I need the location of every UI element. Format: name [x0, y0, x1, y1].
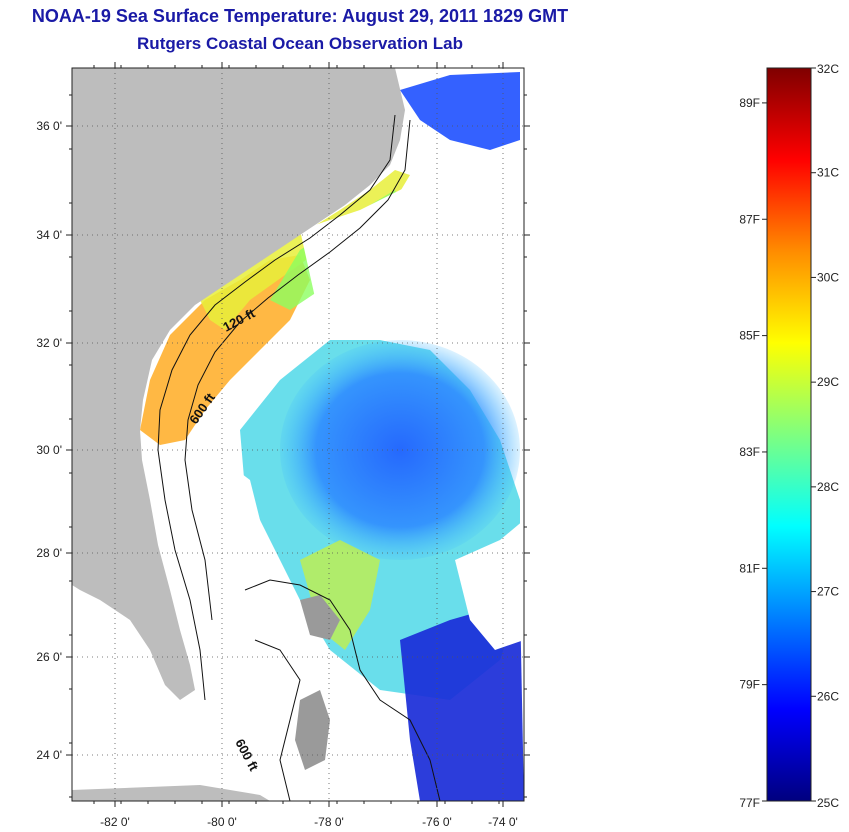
colorbar-fahrenheit-label: 79F [739, 678, 760, 692]
longitude-tick-label: -80 0' [207, 815, 237, 829]
longitude-labels: -82 0' -80 0' -78 0' -76 0' -74 0' [100, 815, 518, 829]
cloud-patch-north [300, 150, 520, 330]
contour-120ft [157, 114, 396, 701]
colorbar-gradient [766, 67, 812, 802]
coastal-warm-band [140, 255, 310, 445]
latitude-tick-label: 30 0' [36, 443, 62, 457]
land-southeast-us [72, 68, 405, 700]
temperature-colorbar: 32C 31C 30C 29C 28C 27C 26C 25C 89F 87F 85F 83F 81F… [739, 62, 839, 810]
colorbar-fahrenheit-label: 85F [739, 329, 760, 343]
colorbar-fahrenheit-label: 87F [739, 212, 760, 226]
latitude-tick-label: 26 0' [36, 650, 62, 664]
map-subtitle: Rutgers Coastal Ocean Observation Lab [137, 34, 463, 53]
colorbar-celsius-label: 31C [817, 166, 839, 180]
longitude-tick-label: -82 0' [100, 815, 130, 829]
colorbar-fahrenheit-label: 77F [739, 796, 760, 810]
latitude-tick-label: 28 0' [36, 546, 62, 560]
longitude-tick-label: -74 0' [488, 815, 518, 829]
land-bahamas-abaco [300, 595, 340, 640]
colorbar-celsius-labels: 32C 31C 30C 29C 28C 27C 26C 25C [811, 62, 839, 810]
longitude-tick-label: -76 0' [422, 815, 452, 829]
land-bahamas-andros [295, 690, 330, 770]
offshore-blue-south [400, 600, 524, 801]
latitude-tick-label: 24 0' [36, 748, 62, 762]
map-axis-ticks [66, 62, 530, 807]
latitude-tick-label: 34 0' [36, 228, 62, 242]
contour-600ft [184, 119, 411, 621]
latitude-labels: 36 0' 34 0' 32 0' 30 0' 28 0' 26 0' 24 0' [36, 119, 62, 762]
contour-bahamas-bank [244, 579, 441, 801]
colorbar-celsius-label: 30C [817, 270, 839, 284]
colorbar-celsius-label: 32C [817, 62, 839, 76]
graticule-grid [72, 68, 524, 801]
latitude-tick-label: 32 0' [36, 336, 62, 350]
colorbar-fahrenheit-label: 81F [739, 561, 760, 575]
colorbar-fahrenheit-label: 89F [739, 96, 760, 110]
colorbar-celsius-label: 29C [817, 375, 839, 389]
colorbar-fahrenheit-labels: 89F 87F 85F 83F 81F 79F 77F [739, 96, 767, 810]
longitude-tick-label: -78 0' [314, 815, 344, 829]
colorbar-celsius-label: 27C [817, 585, 839, 599]
map-frame [71, 67, 525, 802]
cloud-patch-east [455, 520, 524, 650]
colorbar-celsius-label: 28C [817, 480, 839, 494]
colorbar-celsius-label: 25C [817, 796, 839, 810]
colorbar-fahrenheit-label: 83F [739, 445, 760, 459]
latitude-tick-label: 36 0' [36, 119, 62, 133]
offshore-blue-north [400, 72, 520, 150]
colorbar-celsius-label: 26C [817, 689, 839, 703]
contour-bahamas-inner [254, 639, 301, 801]
map-title: NOAA-19 Sea Surface Temperature: August … [31, 6, 569, 26]
land-cuba-edge [72, 785, 270, 801]
map-panel: 120 ft 600 ft 600 ft [72, 68, 524, 801]
offshore-blue-core [280, 340, 520, 560]
